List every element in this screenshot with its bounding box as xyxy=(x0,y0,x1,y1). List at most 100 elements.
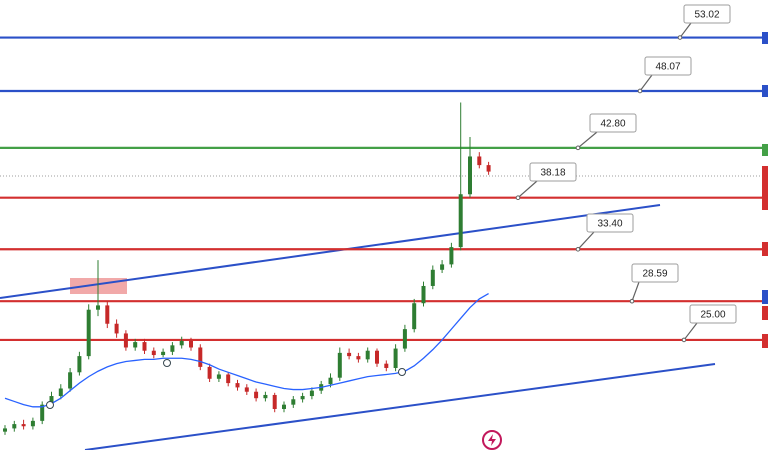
candle-body xyxy=(365,350,370,360)
candle-body xyxy=(254,391,259,399)
candle-body xyxy=(105,305,110,324)
callout-pointer xyxy=(679,22,692,38)
candle-body xyxy=(77,356,82,373)
upper-trend-line xyxy=(0,204,661,299)
moving-average xyxy=(4,292,489,408)
candle-body xyxy=(58,388,63,397)
candle-body xyxy=(170,345,175,352)
candle-body xyxy=(133,342,138,348)
candle-body xyxy=(86,309,91,357)
candle-body xyxy=(477,156,482,166)
candle-body xyxy=(189,341,193,348)
callout-anchor xyxy=(677,35,683,40)
logo-icon[interactable] xyxy=(482,430,502,450)
candle-body xyxy=(179,341,184,346)
edge-tag xyxy=(762,290,768,304)
callout-box xyxy=(689,304,737,324)
callout-box xyxy=(586,213,634,233)
candle-body xyxy=(291,399,296,405)
candle-body xyxy=(263,394,268,399)
callout-pointer xyxy=(577,231,595,250)
callout-pointer xyxy=(631,281,640,302)
callout-box xyxy=(683,4,731,24)
candle-body xyxy=(68,372,73,389)
candle-body xyxy=(12,424,17,429)
edge-tag xyxy=(762,32,768,44)
candle-body xyxy=(440,264,445,270)
callout-pointer xyxy=(639,74,653,92)
candle-body xyxy=(458,194,463,248)
candle-body xyxy=(356,356,361,360)
candle-body xyxy=(384,363,389,368)
edge-tag xyxy=(762,334,768,348)
levels xyxy=(0,36,768,342)
callout-pointer xyxy=(683,322,698,341)
level-label: 53.02 xyxy=(694,10,719,21)
callout-anchor xyxy=(515,195,521,200)
candle-body xyxy=(207,366,212,379)
callout-anchor xyxy=(575,246,581,252)
candle-body xyxy=(272,394,277,409)
candle-body xyxy=(421,285,426,304)
right-edge-tags xyxy=(762,32,768,348)
ma-markers xyxy=(46,359,406,409)
candle-body xyxy=(328,377,333,385)
callout-anchor xyxy=(681,337,687,343)
callout-anchor xyxy=(637,88,643,94)
candle-body xyxy=(375,350,379,364)
candle-body xyxy=(449,247,454,265)
level-callouts: 53.02 48.07 42.80 38.18 33.40 28.59 25.00 xyxy=(515,4,737,343)
candle-body xyxy=(142,342,147,351)
callout-pointer xyxy=(517,180,538,199)
candle-body xyxy=(430,269,435,286)
marker xyxy=(398,368,406,376)
candle-body xyxy=(114,323,119,334)
candle-body xyxy=(226,374,231,384)
candle-body xyxy=(161,351,166,356)
candle-body xyxy=(198,347,203,367)
candle-body xyxy=(235,383,240,388)
candle-body xyxy=(337,352,342,378)
candle-body xyxy=(412,303,417,330)
callout-box xyxy=(589,113,637,133)
candle-body xyxy=(3,428,7,432)
candle-body xyxy=(309,390,314,397)
edge-tag xyxy=(762,242,768,256)
callout-anchor xyxy=(629,298,635,304)
candle-body xyxy=(21,424,26,427)
candle-body xyxy=(393,348,398,368)
candles xyxy=(3,102,491,435)
lower-trend-line xyxy=(84,363,716,451)
callout-anchor xyxy=(575,145,581,151)
logo-ring xyxy=(482,430,502,450)
callout-pointer xyxy=(577,131,598,149)
candle-body xyxy=(123,333,128,348)
level-label: 42.80 xyxy=(600,119,625,130)
level-label: 28.59 xyxy=(642,269,667,280)
callout-box xyxy=(529,162,577,182)
candle-body xyxy=(402,329,407,349)
callout-box xyxy=(631,263,679,283)
candle-body xyxy=(300,396,305,400)
candle-body xyxy=(30,420,35,427)
candle-body xyxy=(40,404,45,421)
candle-body xyxy=(282,404,286,409)
candle-body xyxy=(347,352,352,357)
level-label: 48.07 xyxy=(655,62,680,73)
level-label: 38.18 xyxy=(540,168,565,179)
level-label: 33.40 xyxy=(597,219,622,230)
edge-tag xyxy=(762,85,768,97)
candle-body xyxy=(244,387,249,392)
candle-body xyxy=(151,350,156,356)
candle-body xyxy=(486,165,491,172)
edge-tag xyxy=(762,166,768,210)
callout-box xyxy=(644,56,692,76)
candle-body xyxy=(96,305,100,310)
candle-body xyxy=(49,396,54,405)
edge-tag xyxy=(762,144,768,156)
level-label: 25.00 xyxy=(700,310,725,321)
logo-bolt xyxy=(488,434,496,446)
marker xyxy=(163,359,171,367)
